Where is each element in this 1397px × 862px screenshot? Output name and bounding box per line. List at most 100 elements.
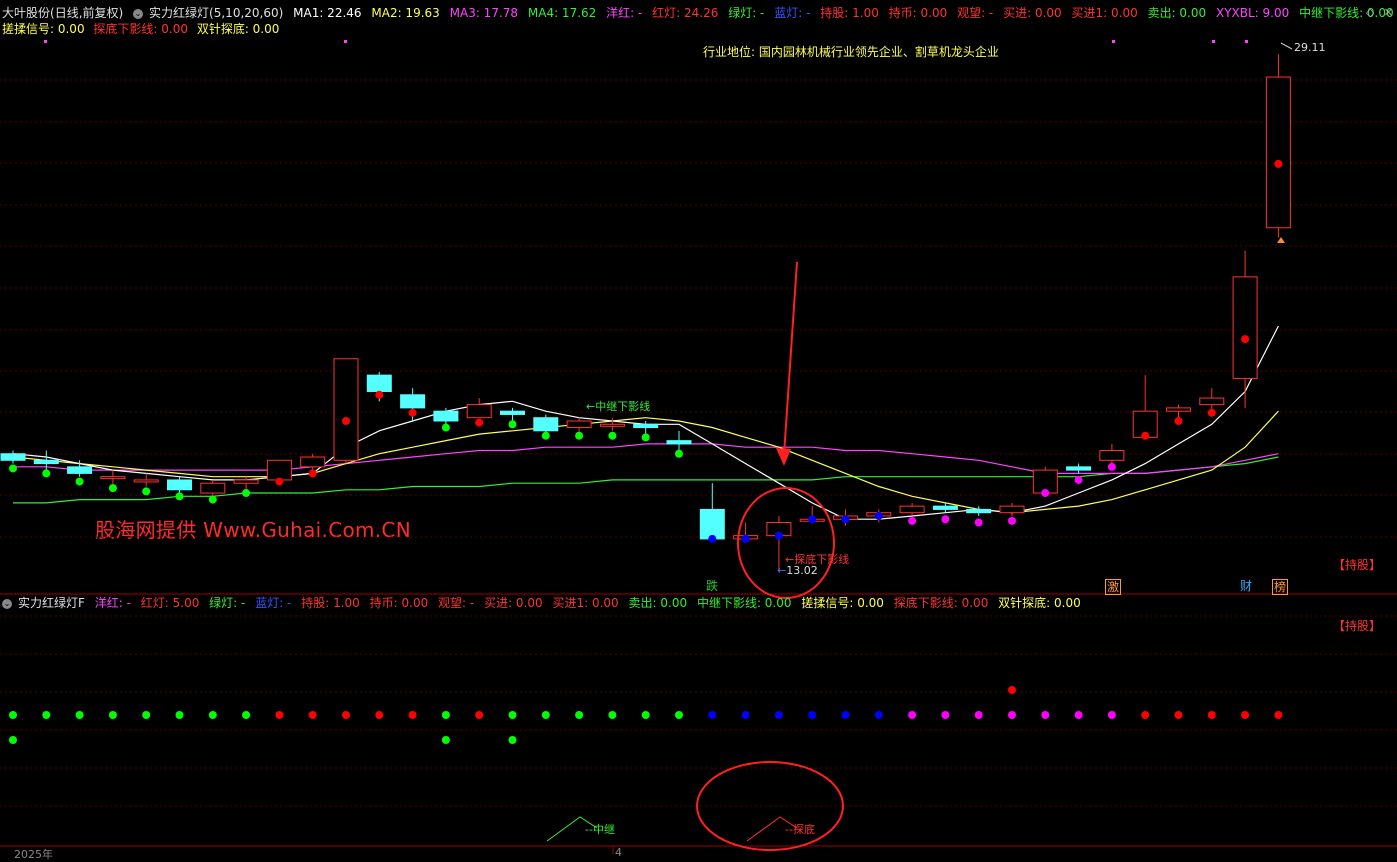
sub-signal-dot [675,711,683,719]
sub-collapse-icon[interactable]: ⌄ [2,598,12,609]
candle-body [366,374,392,393]
ma4-value: MA4: 17.62 [527,6,597,20]
ma3-value: MA3: 17.78 [449,6,519,20]
cuorou-value: 搓揉信号: 0.00 [2,22,85,36]
signal-dots [9,159,1283,543]
sub-signal-dot [774,711,783,719]
candle-body [167,479,192,491]
ma2-value: MA2: 19.63 [371,6,440,20]
candle [966,506,992,516]
period-label: (日线,前复权) [50,6,124,20]
yang-value: 洋红: - [606,6,643,20]
sub-label-tandi: --探底 [785,823,815,836]
signal-dot [741,534,750,543]
top-marker-row [44,40,1248,43]
hold-tag-sub: 【持股】 [1333,619,1382,633]
candle-body [1066,466,1092,471]
sub-signal-dot [874,711,883,719]
title-bar-2: 搓揉信号: 0.00 探底下影线: 0.00 双针探底: 0.00 [2,22,284,36]
candle [200,479,226,497]
sub-signal-dot [408,711,417,719]
ma3-line [13,443,1279,474]
sub-signal-dot [841,711,850,719]
sub-signal-dot-row2 [441,736,450,744]
event-chip-die[interactable]: 跌 [706,579,719,593]
sub-signal-dot [1107,711,1116,719]
shuangzhen-value: 双针探底: 0.00 [196,22,280,36]
signal-dot [308,469,317,478]
signal-dot [375,390,384,399]
ma1-value: MA1: 22.46 [293,6,362,20]
collapse-icon[interactable]: ⌄ [133,8,144,19]
event-chip-cai[interactable]: 财 [1240,579,1253,593]
zjxyx-value: 中继下影线: 0.00 [1299,6,1394,20]
red-value: 红灯: 24.26 [652,6,719,20]
event-chip-ji[interactable]: 激 [1105,579,1122,595]
candle [666,430,692,451]
sub-signal-dot [741,711,750,719]
candle [233,476,259,490]
sub-signal-dot [708,711,717,719]
watermark: 股海网提供 Www.Guhai.Com.CN [95,518,411,542]
candle-body [67,466,93,474]
candle-body [966,508,992,514]
xyxbl-value: XYXBL: 9.00 [1215,6,1290,20]
sub-signal-dot [9,711,17,719]
green-value: 绿灯: - [728,6,765,20]
indicator-name[interactable]: 实力红绿灯 [149,6,210,20]
sub-signal-dot [974,711,983,719]
candle [0,450,26,464]
sub-signal-dot [142,711,151,719]
candle-body [699,508,725,540]
signal-dot [275,477,284,486]
candle-body [533,417,559,432]
sub-signal-dot [441,711,450,719]
candle [699,483,725,540]
signal-dot [242,489,251,498]
candle [1099,443,1125,464]
coin-value: 持币: 0.00 [888,6,948,20]
signal-dot [1008,516,1016,525]
candle [333,358,359,464]
candle [167,476,192,494]
sub-coin: 持币: 0.00 [369,596,429,610]
tandi-mark [746,816,798,842]
zhongji-mark [546,816,598,842]
close-icon[interactable]: ✕ [1383,6,1393,19]
candle-body [566,420,592,429]
candle [1066,463,1092,474]
signal-dot [541,431,550,440]
sub-signal-dot [508,711,517,719]
annotation-zhongji: ←中继下影线 [586,400,651,413]
diamond-icon[interactable]: ◇ [1365,6,1375,19]
sub-signal-dot [1207,711,1216,719]
candle-body [200,482,226,494]
sub-label-zhongji: --中继 [585,823,615,836]
annotation-tandi: ←探底下影线 [785,553,850,566]
sub-signal-dot [608,711,617,719]
sub-buy1: 买进1: 0.00 [552,596,619,610]
signal-dot [508,420,517,429]
signal-dot [641,433,650,442]
sub-signal-dot [275,711,284,719]
signal-dot [208,495,217,504]
stock-name[interactable]: 大叶股份 [2,6,51,20]
candle-body [899,505,925,514]
signal-dot [42,469,51,478]
sub-signal-dot [1141,711,1150,719]
event-chip-bang[interactable]: 榜 [1272,579,1289,595]
red-arrow [776,261,798,466]
sub-signal-dot [475,711,484,719]
sub-signal-dot [375,711,384,719]
candle [1265,54,1291,238]
buy-value: 买进: 0.00 [1003,6,1062,20]
highlight-circle-sub [696,761,844,851]
candle-body [100,476,126,480]
sub-indicator-name[interactable]: 实力红绿灯F [18,596,85,610]
candle-body [1132,410,1158,438]
candle-body [1232,276,1258,379]
signal-dot [408,408,417,417]
sub-signal-dot [575,711,584,719]
sub-signal-dot [342,711,350,719]
